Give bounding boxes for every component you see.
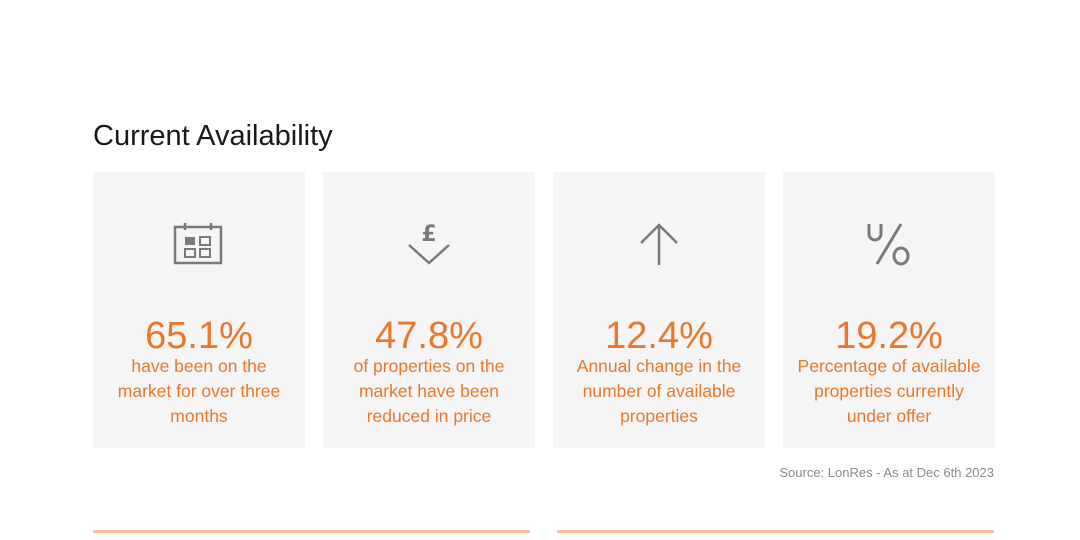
stat-description: Percentage of available properties curre… xyxy=(797,356,981,426)
stat-value: 12.4% xyxy=(605,315,713,357)
stat-card-annual-change: 12.4% Annual change in the number of ava… xyxy=(553,172,765,448)
calendar-icon xyxy=(93,216,305,272)
arrow-up-icon xyxy=(553,216,765,272)
stat-value: 19.2% xyxy=(835,315,943,357)
stat-description: have been on the market for over three m… xyxy=(117,356,281,426)
stat-description: Annual change in the number of available… xyxy=(576,356,742,426)
divider-right xyxy=(557,530,994,533)
svg-text:£: £ xyxy=(421,222,436,247)
stat-card-under-offer: 19.2% Percentage of available properties… xyxy=(783,172,995,448)
source-note: Source: LonRes - As at Dec 6th 2023 xyxy=(779,465,994,480)
stat-description: of properties on the market have been re… xyxy=(353,356,505,426)
stat-value: 65.1% xyxy=(145,315,253,357)
pound-down-icon: £ xyxy=(323,216,535,272)
stats-cards: 65.1% have been on the market for over t… xyxy=(93,172,995,448)
stat-card-market-duration: 65.1% have been on the market for over t… xyxy=(93,172,305,448)
stat-value: 47.8% xyxy=(375,315,483,357)
section-title: Current Availability xyxy=(93,120,333,152)
divider-left xyxy=(93,530,530,533)
under-offer-percent-icon xyxy=(783,216,995,272)
stat-card-price-reduced: £ 47.8% of properties on the market have… xyxy=(323,172,535,448)
